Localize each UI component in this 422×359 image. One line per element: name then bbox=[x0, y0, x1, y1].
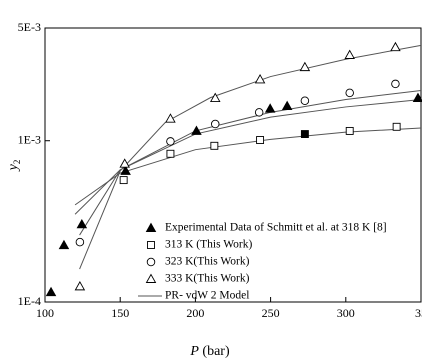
marker-triangle bbox=[76, 218, 88, 229]
marker-square bbox=[119, 176, 128, 185]
marker-square bbox=[147, 241, 155, 249]
x-axis-label: P (bar) bbox=[189, 344, 230, 359]
marker-circle bbox=[75, 237, 85, 247]
marker-circle bbox=[166, 137, 175, 146]
legend-label: 313 K (This Work) bbox=[165, 239, 253, 251]
marker-triangle bbox=[165, 113, 176, 123]
marker-square bbox=[392, 122, 401, 131]
marker-triangle bbox=[209, 92, 221, 102]
x-tick-label: 100 bbox=[36, 306, 54, 320]
marker-triangle bbox=[254, 73, 266, 84]
x-tick-label: 200 bbox=[186, 306, 204, 320]
legend-label: 323 K(This Work) bbox=[165, 256, 250, 268]
marker-triangle bbox=[74, 280, 86, 291]
marker-square bbox=[256, 136, 265, 144]
marker-triangle bbox=[119, 158, 130, 168]
marker-triangle bbox=[344, 49, 355, 59]
y-tick-label: 5E-3 bbox=[18, 20, 41, 34]
marker-circle bbox=[391, 79, 400, 89]
marker-triangle bbox=[281, 100, 293, 111]
legend-label: 333 K(This Work) bbox=[165, 273, 250, 285]
marker-triangle bbox=[264, 103, 276, 113]
model-curve bbox=[74, 99, 422, 215]
marker-circle bbox=[146, 257, 156, 267]
marker-circle bbox=[300, 96, 310, 105]
marker-triangle bbox=[299, 61, 311, 72]
marker-triangle bbox=[412, 92, 422, 102]
marker-square bbox=[166, 149, 175, 158]
marker-triangle bbox=[58, 239, 70, 250]
plot-frame bbox=[44, 27, 422, 303]
x-tick-label: 300 bbox=[337, 306, 355, 320]
x-tick-label: 150 bbox=[111, 306, 129, 320]
marker-circle bbox=[211, 119, 220, 129]
legend-label: PR- vdW 2 Model bbox=[165, 290, 249, 302]
x-tick-label: 35 bbox=[415, 306, 422, 320]
model-curve bbox=[79, 89, 422, 236]
legend-label: Experimental Data of Schmitt et al. at 3… bbox=[165, 222, 387, 234]
y-axis-label: y2 bbox=[6, 160, 22, 173]
x-tick-label: 250 bbox=[262, 306, 280, 320]
marker-triangle bbox=[145, 222, 157, 232]
marker-triangle bbox=[120, 165, 131, 175]
marker-triangle bbox=[45, 286, 57, 297]
marker-circle bbox=[254, 108, 264, 117]
marker-square bbox=[300, 130, 309, 139]
marker-circle bbox=[345, 88, 354, 98]
y-tick-label: 1E-3 bbox=[18, 132, 41, 146]
model-curve bbox=[74, 127, 422, 206]
marker-triangle bbox=[390, 41, 401, 52]
marker-triangle bbox=[191, 125, 202, 135]
marker-square bbox=[210, 141, 219, 150]
marker-square bbox=[345, 126, 354, 135]
marker-triangle bbox=[145, 273, 157, 283]
model-curve bbox=[79, 44, 422, 270]
y-tick-label: 1E-4 bbox=[18, 294, 41, 308]
